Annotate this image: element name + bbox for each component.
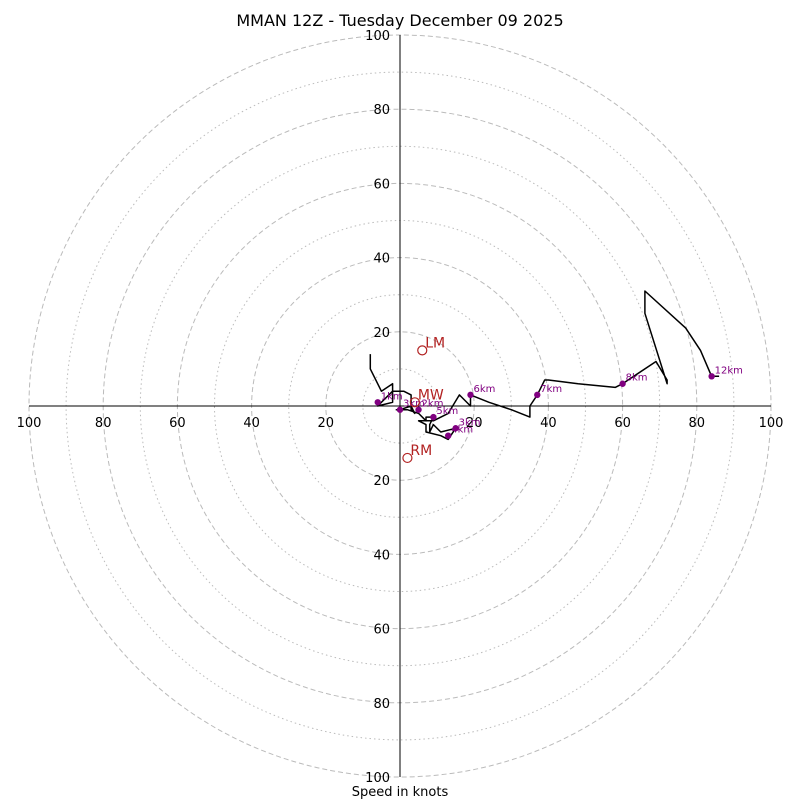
height-point	[708, 373, 715, 380]
height-point	[534, 391, 541, 399]
storm-motion-point	[417, 345, 428, 356]
tick-label: 40	[373, 252, 390, 267]
height-point	[396, 406, 404, 413]
axes	[29, 35, 771, 777]
x-axis-label: Speed in knots	[352, 785, 449, 800]
height-label: 5km	[436, 406, 458, 417]
storm-motion-point	[402, 452, 413, 464]
tick-label: 60	[373, 177, 390, 192]
height-label: 2km	[422, 399, 444, 410]
tick-labels: 20 20 20 20 40 40 40 40 60 60 60 60 80 80 80 80 100 100 10…	[17, 29, 784, 786]
storm-motion-label: MW	[418, 387, 444, 403]
tick-label: 60	[373, 623, 390, 638]
height-label: 6km	[473, 384, 495, 395]
height-label: 1km	[381, 391, 403, 402]
tick-label: 20	[466, 416, 483, 431]
tick-label: 20	[373, 326, 390, 341]
tick-label: 40	[373, 548, 390, 563]
height-label: 7km	[540, 384, 562, 395]
storm-motion-markers: LM MW RM	[402, 335, 445, 464]
tick-label: 80	[373, 103, 390, 118]
tick-label: 100	[365, 771, 390, 786]
height-point	[445, 432, 452, 439]
tick-label: 100	[365, 29, 390, 44]
height-label: 3km	[403, 399, 425, 410]
tick-label: 40	[540, 416, 557, 431]
tick-label: 20	[318, 416, 335, 431]
height-point	[452, 425, 459, 432]
height-point	[467, 391, 474, 399]
height-point	[415, 406, 422, 413]
tick-label: 80	[95, 416, 112, 431]
tick-label: 80	[689, 416, 706, 431]
height-label: 8km	[626, 373, 648, 384]
tick-label: 60	[614, 416, 631, 431]
chart-title: MMAN 12Z - Tuesday December 09 2025	[236, 11, 563, 30]
tick-label: 40	[243, 416, 260, 431]
tick-label: 80	[373, 697, 390, 712]
storm-motion-point	[409, 397, 420, 408]
tick-label: 60	[169, 416, 186, 431]
height-point	[430, 413, 437, 421]
storm-motion-label: LM	[425, 335, 445, 351]
height-label: 12km	[715, 365, 743, 376]
height-point	[619, 380, 626, 387]
storm-motion-label: RM	[410, 443, 432, 459]
tick-label: 100	[17, 416, 42, 431]
height-label: 4km	[451, 425, 473, 436]
height-label: 3km	[459, 417, 481, 428]
tick-label: 20	[373, 474, 390, 489]
height-point	[374, 399, 381, 406]
tick-label: 100	[759, 416, 784, 431]
